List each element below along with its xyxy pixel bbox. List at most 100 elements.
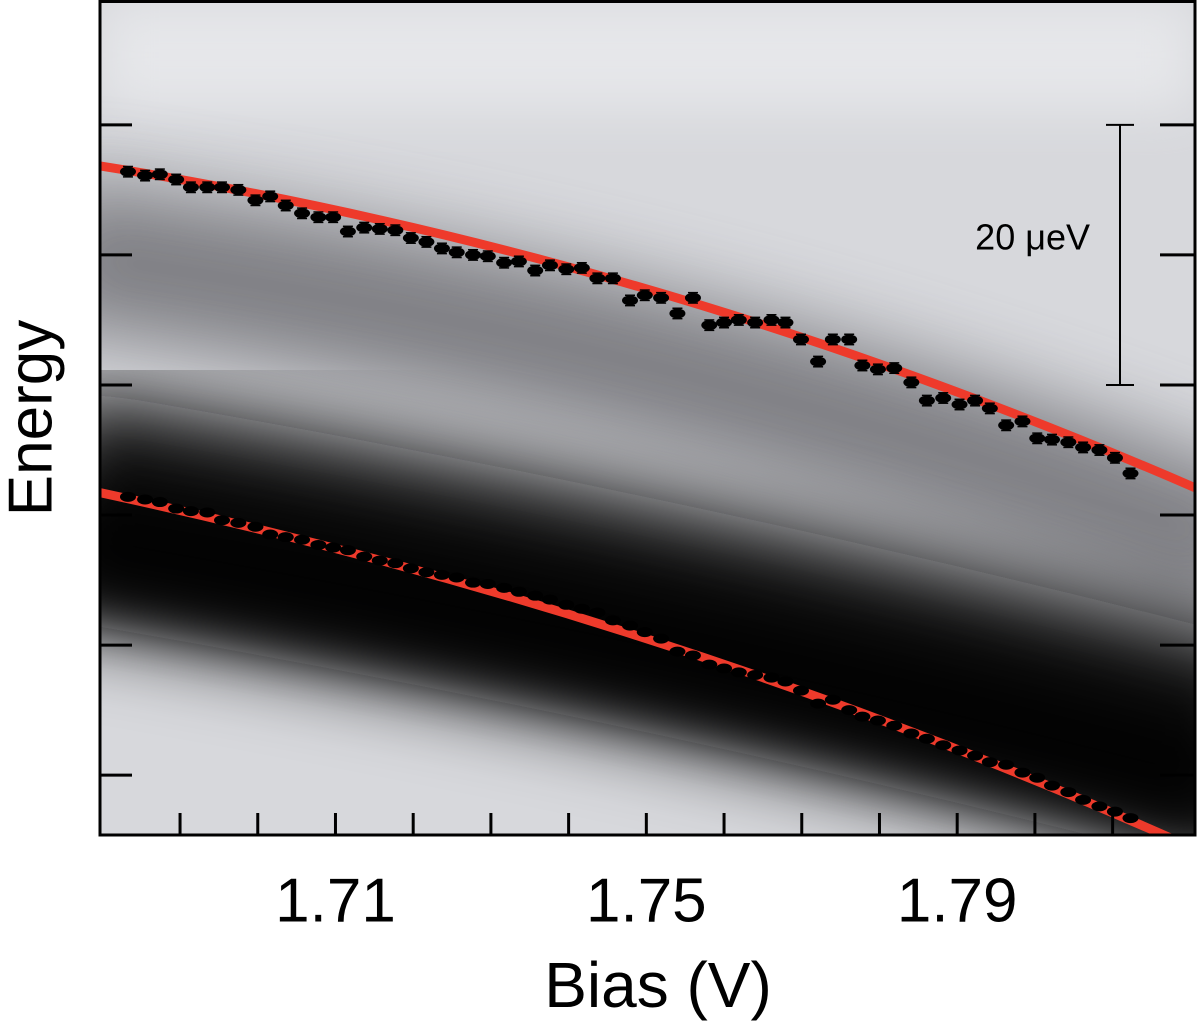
data-point (496, 582, 513, 593)
data-point (1029, 772, 1046, 783)
data-point (935, 740, 952, 751)
data-point (777, 317, 794, 328)
spectral-map (100, 0, 1195, 835)
data-point (214, 182, 231, 193)
data-point (339, 226, 356, 237)
data-point (387, 558, 404, 569)
map-lower-core (100, 489, 1195, 835)
data-point (465, 577, 482, 588)
data-point (824, 334, 841, 345)
data-point (1091, 801, 1108, 812)
data-point (730, 314, 747, 325)
data-point (841, 705, 858, 716)
data-point (701, 320, 718, 331)
data-point (701, 659, 718, 670)
data-point (310, 212, 327, 223)
data-point (622, 620, 639, 631)
data-point (558, 264, 575, 275)
data-point (747, 317, 764, 328)
data-point (119, 491, 136, 502)
data-point (262, 529, 279, 540)
data-point (951, 399, 968, 410)
data-point (371, 555, 388, 566)
data-point (684, 650, 701, 661)
x-tick-label: 1.71 (275, 866, 396, 935)
data-point (981, 403, 998, 414)
data-point (589, 273, 606, 284)
data-point (886, 720, 903, 731)
data-point (792, 685, 809, 696)
data-point (541, 594, 558, 605)
data-point (402, 233, 419, 244)
data-point (824, 694, 841, 705)
data-point (214, 515, 231, 526)
data-point (918, 395, 935, 406)
data-point (247, 521, 264, 532)
data-point (310, 539, 327, 550)
data-point (230, 184, 247, 195)
data-point (151, 169, 168, 180)
data-point (418, 236, 435, 247)
data-point (1122, 468, 1139, 479)
data-point (277, 532, 294, 543)
data-point (402, 563, 419, 574)
data-point (622, 295, 639, 306)
data-point (810, 698, 827, 709)
map-light-top (100, 0, 1195, 110)
data-point (792, 334, 809, 345)
data-point (716, 317, 733, 328)
data-point (1106, 806, 1123, 817)
data-point (527, 590, 544, 601)
data-point (433, 243, 450, 254)
data-point (448, 572, 465, 583)
data-point (182, 506, 199, 517)
data-point (137, 170, 154, 181)
data-point (636, 290, 653, 301)
data-point (527, 265, 544, 276)
data-point (1075, 794, 1092, 805)
data-point (854, 360, 871, 371)
data-point (479, 251, 496, 262)
data-point (1060, 437, 1077, 448)
data-point (1014, 416, 1031, 427)
data-point (730, 667, 747, 678)
data-point (510, 256, 527, 267)
data-point (967, 750, 984, 761)
x-tick-label: 1.79 (897, 866, 1018, 935)
data-point (981, 757, 998, 768)
data-point (653, 633, 670, 644)
data-point (763, 314, 780, 325)
data-point (465, 249, 482, 260)
data-point (604, 615, 621, 626)
data-point (604, 273, 621, 284)
data-point (1091, 445, 1108, 456)
data-point (541, 260, 558, 271)
data-point (356, 551, 373, 562)
data-point (339, 545, 356, 556)
data-point (371, 223, 388, 234)
data-point (886, 363, 903, 374)
data-point (137, 494, 154, 505)
data-point (951, 745, 968, 756)
axes: 1.71 1.75 1.79 (100, 123, 1195, 935)
data-point (589, 607, 606, 618)
data-point (669, 646, 686, 657)
data-point (119, 166, 136, 177)
data-point (669, 308, 686, 319)
data-point (418, 567, 435, 578)
map-upper-band (100, 182, 1195, 616)
plot-marks (100, 161, 1195, 835)
data-point (716, 663, 733, 674)
data-point (636, 627, 653, 638)
data-point (1044, 780, 1061, 791)
data-point (1044, 434, 1061, 445)
data-point (230, 517, 247, 528)
data-point (558, 599, 575, 610)
data-point (903, 377, 920, 388)
data-point (199, 507, 216, 518)
data-point (356, 222, 373, 233)
data-point (496, 257, 513, 268)
data-point (294, 534, 311, 545)
